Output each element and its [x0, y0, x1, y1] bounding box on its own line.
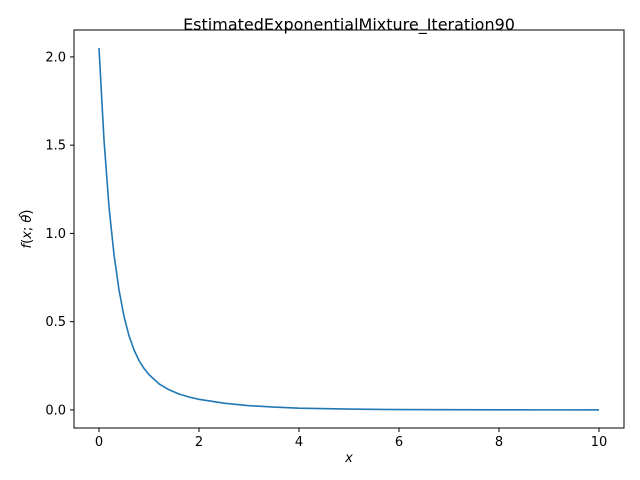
y-tick-label: 0.5	[45, 315, 66, 330]
y-tick-label: 1.5	[45, 139, 66, 154]
y-label-separator: ;	[20, 223, 35, 232]
y-tick-label: 1.0	[45, 227, 66, 242]
y-label-x: x	[20, 231, 35, 240]
svg-text:f(x; θ): f(x; θ)	[20, 210, 35, 249]
x-tick-label: 6	[395, 435, 403, 450]
y-label-f: f	[20, 241, 35, 248]
axes-frame	[73, 29, 625, 429]
y-label-theta: θ	[20, 215, 35, 223]
series-line	[98, 48, 600, 411]
y-label-close-paren: )	[20, 210, 35, 215]
chart-title: EstimatedExponentialMixture_Iteration90	[183, 15, 515, 35]
x-axis-ticks: 0 2 4 6 8 10	[95, 428, 607, 450]
x-tick-label: 0	[95, 435, 103, 450]
x-axis-label: x	[344, 451, 353, 466]
y-label-open-paren: (	[20, 239, 35, 244]
x-tick-label: 8	[495, 435, 503, 450]
x-tick-label: 10	[591, 435, 608, 450]
x-tick-label: 2	[195, 435, 203, 450]
y-axis-ticks: 0.0 0.5 1.0 1.5 2.0	[45, 50, 74, 418]
y-axis-label: f(x; θ) ^	[18, 210, 35, 249]
y-tick-label: 0.0	[45, 403, 66, 418]
x-tick-label: 4	[295, 435, 303, 450]
y-label-theta-hat: ^	[18, 211, 29, 219]
y-tick-label: 2.0	[45, 50, 66, 65]
plot-area	[73, 29, 625, 429]
series-layer	[98, 48, 600, 411]
